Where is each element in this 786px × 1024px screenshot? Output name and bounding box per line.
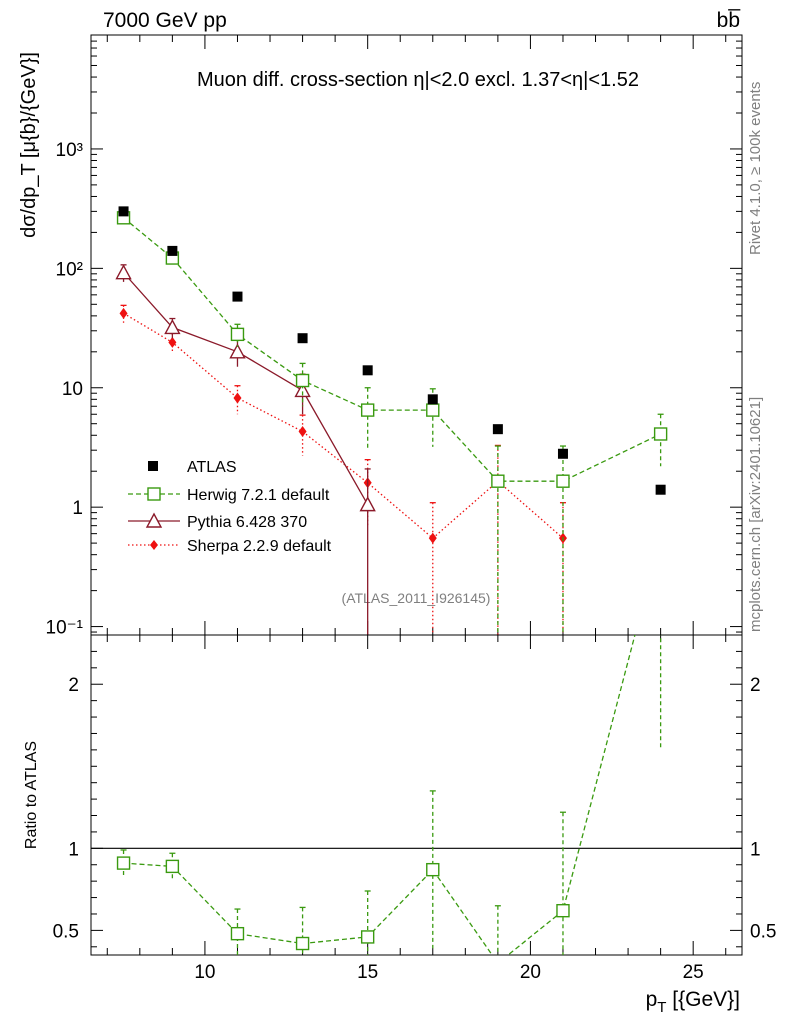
legend-herwig-label: Herwig 7.2.1 default: [187, 487, 330, 504]
main-line-herwig: [123, 217, 661, 482]
main-point-data: [118, 206, 129, 217]
ratio-y-tick-label-right: 2: [750, 675, 761, 696]
legend-pythia-label: Pythia 6.428 370: [187, 514, 307, 531]
main-point-sherpa: [168, 336, 177, 348]
main-y-tick-label: 1: [72, 498, 83, 519]
ratio-point-herwig: [116, 856, 131, 870]
main-y-ticks: 10⁻¹ 1 10 10² 10³: [46, 34, 742, 639]
legend-sherpa-marker: [150, 540, 158, 550]
ratio-panel: 0.5 0.5 1 1 2 2 10 15 20 25 Ratio to ATLAS pT [{…: [23, 531, 776, 1016]
legend-herwig-marker: [147, 487, 161, 501]
ratio-y-tick-label-right: 1: [750, 839, 761, 860]
header-left: 7000 GeV pp: [103, 9, 227, 32]
main-point-data: [297, 333, 308, 344]
main-point-sherpa: [119, 307, 128, 319]
main-point-data: [232, 291, 243, 302]
legend-pythia: Pythia 6.428 370: [128, 512, 307, 531]
ratio-point-herwig: [655, 531, 667, 543]
ratio-point-herwig: [360, 930, 375, 944]
legend-atlas-label: ATLAS: [187, 459, 237, 476]
main-point-data: [362, 365, 373, 376]
main-y-tick-label: 10²: [56, 259, 83, 280]
main-y-tick-label: 10³: [56, 140, 83, 161]
analysis-watermark: (ATLAS_2011_I926145): [342, 590, 491, 606]
main-y-tick-label: 10⁻¹: [46, 618, 84, 639]
ratio-point-herwig: [230, 926, 245, 941]
main-point-sherpa: [428, 532, 437, 544]
x-axis-label: pT [{GeV}]: [646, 988, 740, 1016]
ratio-x-tick-label: 25: [683, 962, 704, 983]
main-point-data: [655, 484, 666, 495]
legend-sherpa-label: Sherpa 2.2.9 default: [187, 538, 332, 555]
main-point-sherpa: [298, 426, 307, 438]
main-point-data: [427, 394, 438, 405]
main-point-data: [167, 245, 178, 256]
legend-pythia-marker: [145, 512, 163, 528]
main-point-pythia: [164, 318, 181, 335]
header-right: bb̅: [717, 9, 742, 32]
main-point-pythia: [115, 264, 132, 280]
main-point-pythia: [359, 496, 376, 512]
main-series-herwig: [116, 211, 668, 635]
legend-atlas: ATLAS: [148, 459, 237, 476]
main-point-data: [557, 448, 568, 459]
main-line-sherpa: [123, 312, 564, 540]
ratio-series-herwig: [116, 531, 667, 969]
ratio-y-ticks: 0.5 0.5 1 1 2 2: [53, 650, 776, 948]
ratio-point-herwig: [295, 936, 310, 951]
main-point-sherpa: [233, 392, 242, 404]
ratio-series-layer: [116, 531, 667, 969]
ratio-y-axis-label: Ratio to ATLAS: [23, 741, 40, 849]
ratio-x-tick-label: 15: [357, 962, 378, 983]
legend: ATLAS Herwig 7.2.1 default Pythia 6.428 …: [128, 459, 332, 555]
main-series-pythia: [115, 264, 376, 635]
ratio-x-ticks: 10 15 20 25: [106, 635, 727, 983]
main-y-tick-label: 10: [62, 379, 83, 400]
main-series-layer: [115, 206, 668, 635]
plot-title: Muon diff. cross-section η|<2.0 excl. 1.…: [197, 69, 639, 91]
ratio-point-herwig: [556, 903, 570, 918]
ratio-x-tick-label: 10: [194, 962, 215, 983]
ratio-point-herwig: [426, 862, 440, 877]
main-point-herwig: [491, 474, 505, 488]
ratio-y-tick-label-right: 0.5: [750, 921, 776, 942]
legend-herwig: Herwig 7.2.1 default: [128, 487, 330, 504]
ratio-y-tick-label: 2: [68, 675, 79, 696]
main-point-herwig: [360, 403, 375, 417]
main-y-axis-label: dσ/dp_T [μ{b}/{GeV}]: [18, 52, 40, 238]
mcplots-text: mcplots.cern.ch [arXiv:2401.10621]: [747, 397, 764, 632]
main-panel: 10⁻¹ 1 10 10² 10³ Muon diff. cross-section η…: [18, 34, 743, 639]
main-point-pythia: [229, 343, 246, 359]
main-point-herwig: [556, 474, 570, 488]
main-line-pythia: [123, 272, 369, 505]
legend-atlas-marker: [148, 461, 158, 471]
ratio-frame: [90, 634, 743, 956]
ratio-point-herwig: [492, 957, 504, 969]
main-point-data: [492, 424, 503, 435]
ratio-y-tick-label: 1: [68, 839, 79, 860]
rivet-version-text: Rivet 4.1.0, ≥ 100k events: [747, 82, 764, 255]
ratio-point-herwig: [165, 859, 180, 874]
main-point-herwig: [230, 327, 245, 342]
ratio-x-tick-label: 20: [520, 962, 541, 983]
main-point-herwig: [426, 403, 440, 417]
main-point-herwig: [653, 427, 668, 441]
main-series-data: [118, 206, 666, 495]
ratio-y-tick-label: 0.5: [53, 921, 79, 942]
main-point-herwig: [295, 373, 310, 388]
legend-sherpa: Sherpa 2.2.9 default: [128, 538, 332, 555]
main-point-pythia: [294, 381, 311, 398]
